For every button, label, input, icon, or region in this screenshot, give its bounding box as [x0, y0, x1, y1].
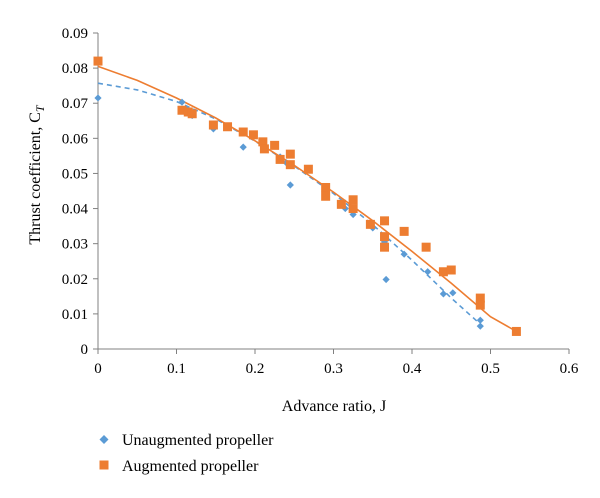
data-point-unaugmented	[380, 238, 389, 246]
data-point-augmented	[380, 232, 390, 242]
data-point-unaugmented	[424, 268, 432, 276]
data-point-augmented	[321, 182, 331, 192]
data-point-unaugmented	[178, 98, 186, 106]
data-point-augmented	[475, 293, 485, 303]
data-point-augmented	[187, 109, 197, 119]
x-ticks: 0 0.1 0.2 0.3 0.4 0.5 0.6	[94, 349, 579, 377]
data-point-unaugmented	[476, 322, 484, 330]
data-point-unaugmented	[286, 181, 294, 189]
y-tick-label: 0.07	[62, 96, 89, 112]
trendline-augmented	[97, 65, 517, 333]
data-point-augmented	[446, 265, 456, 275]
data-point-augmented	[336, 199, 346, 209]
x-tick-label: 0.3	[324, 361, 343, 377]
data-point-unaugmented	[439, 290, 447, 298]
data-point-augmented	[380, 216, 390, 226]
data-point-augmented	[208, 120, 218, 130]
x-tick-label: 0.1	[167, 361, 186, 377]
data-point-augmented	[238, 127, 248, 137]
legend-label-unaugmented: Unaugmented propeller	[122, 432, 274, 449]
x-tick-label: 0.4	[403, 361, 422, 377]
data-point-augmented	[380, 242, 390, 252]
legend-marker-diamond	[99, 435, 109, 444]
y-tick-label: 0.08	[62, 61, 88, 77]
x-tick-label: 0.2	[246, 361, 265, 377]
data-point-augmented	[285, 160, 295, 170]
x-tick-label: 0.5	[481, 361, 500, 377]
data-point-augmented	[438, 267, 448, 277]
y-tick-label: 0	[81, 342, 89, 358]
y-tick-label: 0.05	[62, 166, 88, 182]
y-axis-title-subscript: T	[33, 104, 47, 112]
data-point-augmented	[270, 140, 280, 150]
x-axis-title: Advance ratio, J	[282, 398, 386, 415]
data-point-unaugmented	[239, 143, 247, 151]
data-points	[93, 56, 521, 336]
data-point-augmented	[177, 105, 187, 115]
legend: Unaugmented propeller Augmented propelle…	[99, 432, 274, 475]
x-tick-label: 0.6	[560, 361, 579, 377]
y-tick-label: 0.09	[62, 26, 88, 42]
data-point-augmented	[285, 149, 295, 159]
x-tick-label: 0	[94, 361, 102, 377]
data-point-augmented	[248, 130, 258, 140]
data-point-augmented	[275, 154, 285, 164]
legend-marker-square	[99, 460, 109, 470]
y-tick-label: 0.02	[62, 272, 88, 288]
legend-item-augmented: Augmented propeller	[99, 458, 259, 475]
data-point-augmented	[223, 122, 233, 132]
data-point-augmented	[475, 300, 485, 310]
data-point-augmented	[321, 191, 331, 201]
data-point-unaugmented	[94, 94, 102, 102]
trendlines	[97, 65, 517, 333]
data-point-augmented	[511, 326, 521, 336]
data-point-augmented	[258, 137, 268, 147]
legend-label-augmented: Augmented propeller	[122, 458, 259, 475]
y-tick-label: 0.06	[62, 131, 89, 147]
data-point-augmented	[93, 56, 103, 66]
y-tick-label: 0.01	[62, 307, 88, 323]
data-point-augmented	[348, 204, 358, 214]
data-point-unaugmented	[476, 316, 484, 324]
y-tick-label: 0.04	[62, 202, 89, 218]
legend-item-unaugmented: Unaugmented propeller	[99, 432, 274, 449]
data-point-augmented	[348, 195, 358, 205]
y-axis-title: Thrust coefficient, CT	[27, 104, 47, 245]
trendline-unaugmented	[97, 82, 484, 327]
data-point-augmented	[365, 219, 375, 229]
y-tick-label: 0.03	[62, 237, 88, 253]
data-point-augmented	[399, 226, 409, 236]
data-point-unaugmented	[449, 289, 457, 297]
data-point-unaugmented	[382, 275, 390, 284]
data-point-augmented	[421, 242, 431, 252]
data-point-augmented	[259, 144, 269, 154]
data-point-augmented	[303, 164, 313, 174]
axes	[97, 33, 569, 350]
y-ticks: 0 0.01 0.02 0.03 0.04 0.05 0.06 0.07 0.08 0.09	[62, 26, 98, 358]
y-axis-title-main: Thrust coefficient, C	[27, 112, 44, 245]
data-point-unaugmented	[400, 250, 408, 258]
